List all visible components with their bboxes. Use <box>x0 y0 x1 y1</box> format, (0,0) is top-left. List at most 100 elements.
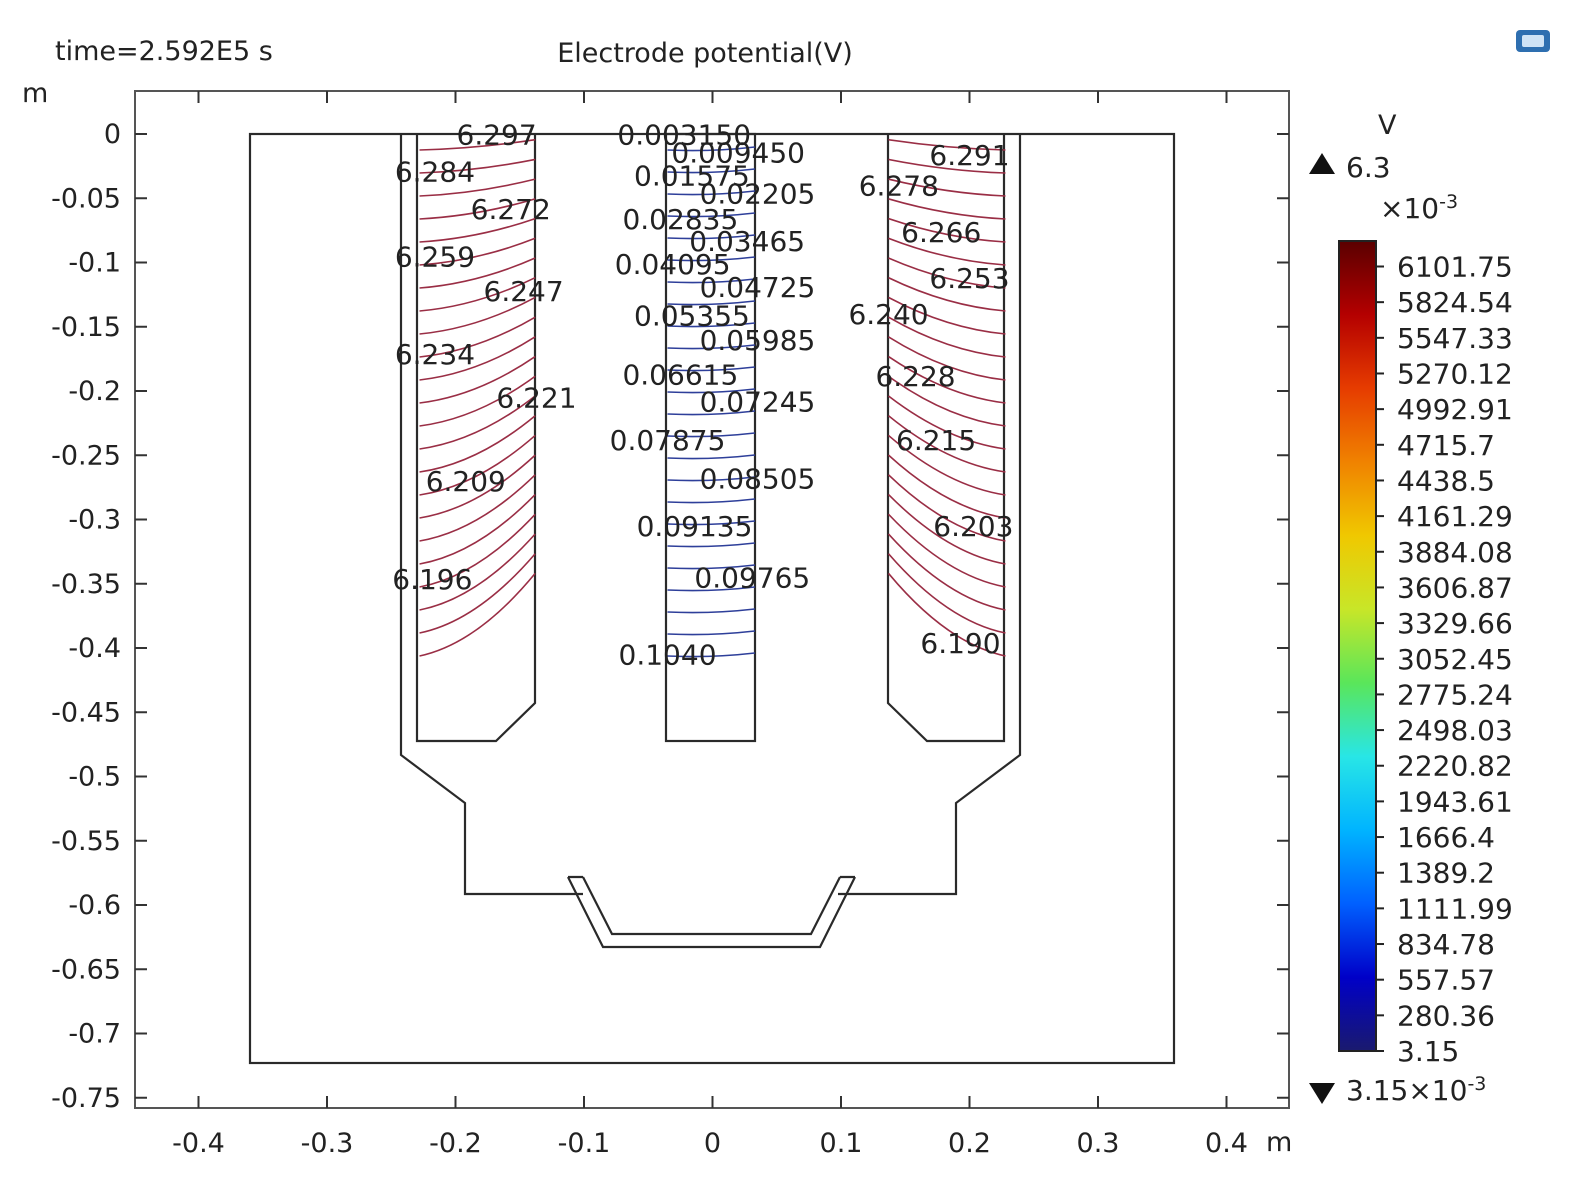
contour-line-left <box>419 415 536 473</box>
y-tick-label: -0.6 <box>68 890 121 921</box>
contour-line-left <box>419 572 536 657</box>
contour-line-left <box>419 217 536 243</box>
contour-label: 0.08505 <box>700 463 816 496</box>
contour-label: 6.234 <box>395 338 475 371</box>
contour-line-right <box>887 553 1006 634</box>
y-tick-label: -0.5 <box>68 762 121 793</box>
y-tick-labels: 0 -0.05 -0.1 -0.15 -0.2 -0.25 -0.3 -0.35 -0.4 -0.… <box>51 119 121 1114</box>
contour-line-right <box>888 178 1006 197</box>
contour-label: 0.06615 <box>622 359 738 392</box>
y-tick-label: -0.35 <box>51 569 121 600</box>
colorbar-tick-label: 280.36 <box>1397 999 1495 1032</box>
colorbar-tick-label: 834.78 <box>1397 928 1495 961</box>
contour-line-center <box>667 190 755 196</box>
colorbar-scale-label: ×10-3 <box>1380 191 1458 225</box>
colorbar-tick-label: 3884.08 <box>1397 536 1513 569</box>
contour-line-right <box>888 257 1006 289</box>
y-tick-label: -0.55 <box>51 826 121 857</box>
y-tick-label: -0.75 <box>51 1083 121 1114</box>
contour-label: 0.04095 <box>615 248 731 281</box>
time-label: time=2.592E5 s <box>55 36 273 67</box>
contour-line-right <box>888 355 1006 404</box>
contour-line-right <box>888 158 1006 174</box>
contour-line-right <box>888 395 1006 450</box>
colorbar-tick-label: 6101.75 <box>1397 251 1513 284</box>
contour-line-center <box>667 322 755 328</box>
contour-line-right <box>887 513 1006 588</box>
contour-line-left <box>419 138 536 151</box>
colorbar-tick-label: 4992.91 <box>1397 393 1513 426</box>
contour-line-left <box>419 454 536 519</box>
contour-line-center <box>667 586 755 592</box>
contour-label: 6.291 <box>929 139 1009 172</box>
contour-line-center <box>667 520 755 526</box>
contour-line-left <box>419 494 536 565</box>
contour-line-center <box>667 146 755 152</box>
contour-line-right <box>888 415 1006 473</box>
colorbar-unit: V <box>1378 110 1397 141</box>
plot-title: Electrode potential(V) <box>557 38 853 69</box>
contour-line-left <box>419 257 536 289</box>
contour-label: 6.203 <box>933 510 1013 543</box>
inner-container <box>582 876 841 936</box>
left-electrode-outline <box>415 134 537 743</box>
y-tick-label: -0.2 <box>68 376 121 407</box>
contour-line-right <box>888 336 1006 381</box>
contour-label: 0.05985 <box>700 324 816 357</box>
y-tick-label: -0.15 <box>51 312 121 343</box>
contour-line-right <box>888 138 1006 151</box>
contour-line-center <box>667 410 755 416</box>
right-electrode-outline <box>886 134 1006 743</box>
x-tick-label: -0.2 <box>429 1128 482 1159</box>
contour-label: 6.297 <box>457 118 537 151</box>
contour-line-right <box>887 533 1006 611</box>
contour-line-center <box>667 278 755 284</box>
x-tick-label: 0.2 <box>948 1128 991 1159</box>
contour-label: 6.228 <box>875 360 955 393</box>
y-tick-label: -0.25 <box>51 440 121 471</box>
colorbar-tick-label: 4715.7 <box>1397 429 1495 462</box>
geometry <box>248 132 1176 1065</box>
colorbar-tick-label: 1666.4 <box>1397 821 1495 854</box>
contour-line-center <box>667 366 755 372</box>
contour-line-left <box>419 355 536 404</box>
contour-line-left <box>419 533 536 611</box>
colorbar <box>1338 240 1377 1052</box>
colorbar-tick-label: 3606.87 <box>1397 571 1513 604</box>
contour-line-center <box>667 256 755 262</box>
y-tick-label: -0.05 <box>51 183 121 214</box>
contour-line-left <box>419 296 536 335</box>
x-tick-label: -0.4 <box>172 1128 225 1159</box>
contour-line-right <box>888 316 1006 358</box>
y-tick-label: -0.1 <box>68 248 121 279</box>
contour-line-left <box>419 553 536 634</box>
contour-line-left <box>419 513 536 588</box>
contour-lines <box>419 138 1006 658</box>
y-tick-label: 0 <box>104 119 121 150</box>
axis-ticks <box>135 91 1289 1108</box>
contour-line-center <box>667 476 755 482</box>
contour-line-right <box>888 296 1006 335</box>
colorbar-tick-labels: 6101.755824.545547.335270.124992.914715.… <box>1376 251 1513 1068</box>
contour-line-left <box>419 158 536 174</box>
outer-container <box>567 876 856 949</box>
contour-line-left <box>419 316 536 358</box>
tank-outline <box>399 134 1022 896</box>
contour-line-left <box>419 395 536 450</box>
colorbar-tick-label: 4438.5 <box>1397 464 1495 497</box>
contour-line-center <box>667 564 755 570</box>
contour-label: 6.196 <box>392 563 472 596</box>
colorbar-tick-label: 2498.03 <box>1397 714 1513 747</box>
colorbar-tick-label: 1111.99 <box>1397 892 1513 925</box>
app-window-icon[interactable] <box>1516 30 1550 52</box>
contour-labels: 6.297 6.284 6.272 6.259 6.247 6.234 6.221 6.209… <box>392 118 1013 671</box>
contour-label: 0.09135 <box>637 510 753 543</box>
contour-label: 6.209 <box>426 465 506 498</box>
colorbar-tick-label: 3052.45 <box>1397 643 1513 676</box>
y-tick-label: -0.4 <box>68 633 121 664</box>
colorbar-tick-label: 5824.54 <box>1397 286 1513 319</box>
contour-label: 0.02205 <box>700 177 816 210</box>
contour-label: 6.272 <box>471 193 551 226</box>
contour-line-center <box>667 608 755 614</box>
contour-line-right <box>888 434 1006 496</box>
